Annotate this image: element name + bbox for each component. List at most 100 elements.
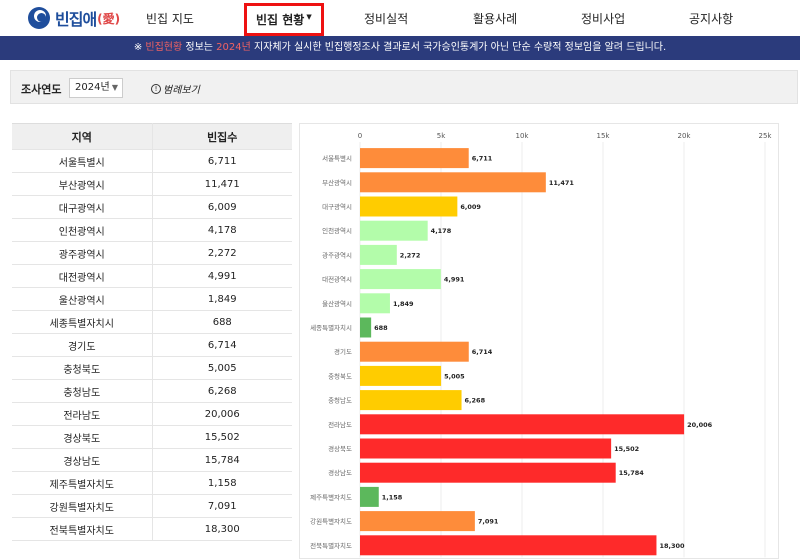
nav-vacant-map[interactable]: 빈집 지도 [146, 12, 194, 26]
table-row: 경기도 6,714 [12, 333, 292, 357]
info-icon: ! [151, 83, 161, 94]
bar-value-label: 1,158 [382, 493, 403, 501]
logo-text: 빈집애 [55, 10, 97, 29]
bar-value-label: 4,991 [444, 276, 465, 284]
y-category-label: 경상남도 [328, 468, 352, 477]
region-cell: 전라남도 [12, 402, 153, 426]
caret-icon: ▼ [306, 13, 312, 21]
bar [360, 269, 441, 290]
bar-value-label: 6,268 [465, 397, 486, 405]
bar-chart-svg: 0 5k 10k 15k 20k 25k 서울특별시 6,711 부산광역시 11,471 대구광역… [310, 132, 773, 558]
filter-bar: 조사연도 2024년 ▼ ! 범례보기 [10, 70, 798, 104]
count-cell: 11,471 [152, 172, 292, 196]
count-cell: 2,272 [152, 241, 292, 265]
bar-value-label: 6,009 [460, 203, 481, 211]
y-category-label: 대전광역시 [322, 275, 352, 284]
notice-highlight-year: 2024년 [216, 42, 251, 53]
nav-maintenance-projects[interactable]: 정비사업 [581, 12, 626, 26]
count-cell: 4,178 [152, 218, 292, 242]
col-count-header: 빈집수 [152, 123, 292, 150]
count-cell: 1,158 [152, 471, 292, 495]
table-row: 제주특별자치도 1,158 [12, 471, 292, 495]
region-cell: 강원특별자치도 [12, 494, 153, 518]
table-row: 충청남도 6,268 [12, 379, 292, 403]
y-category-label: 울산광역시 [322, 299, 352, 308]
col-region-header: 지역 [12, 123, 153, 150]
bar [360, 293, 390, 314]
y-category-label: 부산광역시 [322, 178, 352, 187]
bar [360, 390, 462, 411]
bar [360, 438, 612, 459]
bar-value-label: 18,300 [659, 542, 685, 550]
notice-prefix: ※ [133, 42, 146, 53]
count-cell: 1,849 [152, 287, 292, 311]
bar [360, 486, 379, 507]
count-cell: 6,268 [152, 379, 292, 403]
table-row: 충청북도 5,005 [12, 356, 292, 380]
legend-link[interactable]: ! 범례보기 [151, 81, 200, 96]
y-category-label: 제주특별자치도 [310, 492, 352, 501]
x-tick-label: 15k [597, 132, 611, 140]
x-tick-label: 25k [759, 132, 773, 140]
region-cell: 울산광역시 [12, 287, 153, 311]
bar [360, 535, 657, 556]
y-category-label: 경상북도 [328, 444, 352, 453]
count-cell: 18,300 [152, 517, 292, 541]
x-tick-label: 10k [516, 132, 530, 140]
count-cell: 15,502 [152, 425, 292, 449]
bar-value-label: 15,784 [619, 469, 645, 477]
region-cell: 제주특별자치도 [12, 471, 153, 495]
bar [360, 414, 685, 435]
table-row: 세종특별자치시 688 [12, 310, 292, 334]
bar-value-label: 6,714 [472, 348, 493, 356]
nav-notices[interactable]: 공지사항 [689, 12, 734, 26]
bar-value-label: 4,178 [431, 227, 452, 235]
count-cell: 7,091 [152, 494, 292, 518]
notice-mid: 정보는 [182, 42, 217, 53]
y-category-label: 충청남도 [328, 396, 352, 405]
nav-use-cases[interactable]: 활용사례 [473, 12, 518, 26]
survey-year-select[interactable]: 2024년 ▼ [69, 78, 123, 98]
x-tick-label: 5k [437, 132, 446, 140]
region-cell: 경상남도 [12, 448, 153, 472]
bar-value-label: 20,006 [687, 421, 713, 429]
bar [360, 365, 442, 386]
count-cell: 6,009 [152, 195, 292, 219]
count-cell: 15,784 [152, 448, 292, 472]
table-header-row: 지역 빈집수 [12, 123, 292, 150]
table-row: 울산광역시 1,849 [12, 287, 292, 311]
region-cell: 부산광역시 [12, 172, 153, 196]
nav-vacant-status[interactable]: 빈집 현황 ▼ [244, 3, 324, 36]
region-cell: 충청남도 [12, 379, 153, 403]
region-cell: 경상북도 [12, 425, 153, 449]
bar-chart: 0 5k 10k 15k 20k 25k 서울특별시 6,711 부산광역시 11,471 대구광역… [299, 123, 779, 559]
bar-value-label: 6,711 [472, 155, 493, 163]
table-row: 부산광역시 11,471 [12, 172, 292, 196]
bar [360, 341, 469, 362]
logo-sub: (愛) [97, 11, 121, 26]
bar-value-label: 1,849 [393, 300, 414, 308]
header: 빈집애 (愛) 빈집 지도 빈집 현황 ▼ 정비실적 활용사례 정비사업 공지사항 [0, 0, 800, 36]
notice-suffix: 지자체가 실시한 빈집행정조사 결과로서 국가승인통계가 아닌 단순 수량적 정… [250, 42, 667, 53]
logo[interactable]: 빈집애 (愛) [28, 6, 120, 30]
y-category-label: 인천광역시 [322, 226, 352, 235]
table-row: 강원특별자치도 7,091 [12, 494, 292, 518]
count-cell: 20,006 [152, 402, 292, 426]
y-category-label: 전라남도 [328, 420, 352, 429]
region-cell: 인천광역시 [12, 218, 153, 242]
y-category-label: 경기도 [334, 347, 352, 356]
y-category-label: 서울특별시 [322, 154, 352, 163]
region-table: 지역 빈집수 서울특별시 6,711 부산광역시 11,471 대구광역시 6,009 인천… [12, 123, 292, 541]
bar [360, 196, 458, 217]
main-nav: 빈집 지도 빈집 현황 ▼ 정비실적 활용사례 정비사업 공지사항 [0, 0, 800, 36]
region-cell: 대구광역시 [12, 195, 153, 219]
bar [360, 220, 428, 241]
table-row: 전라남도 20,006 [12, 402, 292, 426]
nav-maintenance-results[interactable]: 정비실적 [364, 12, 409, 26]
bar [360, 148, 469, 169]
bar-value-label: 11,471 [549, 179, 575, 187]
table-row: 전북특별자치도 18,300 [12, 517, 292, 541]
bar [360, 244, 397, 265]
notice-banner: ※ 빈집현황 정보는 2024년 지자체가 실시한 빈집행정조사 결과로서 국가… [0, 36, 800, 60]
table-row: 인천광역시 4,178 [12, 218, 292, 242]
